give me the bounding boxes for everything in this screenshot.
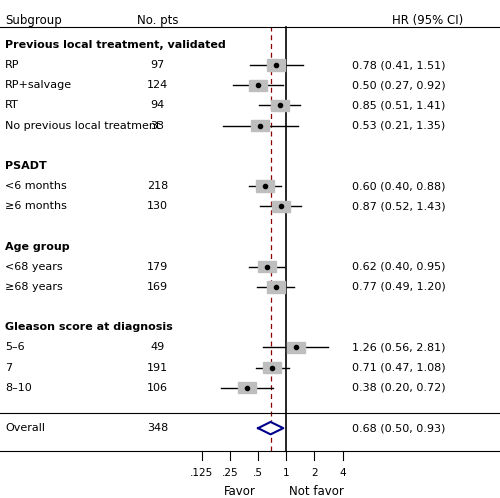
Text: 33: 33: [150, 121, 164, 130]
Text: Overall: Overall: [5, 423, 45, 433]
Text: .25: .25: [222, 468, 238, 478]
Bar: [272, 201, 289, 212]
Text: ≥68 years: ≥68 years: [5, 282, 63, 292]
Bar: [286, 342, 304, 353]
Text: 169: 169: [147, 282, 168, 292]
Polygon shape: [258, 422, 283, 434]
Text: 348: 348: [147, 423, 168, 433]
Text: 8–10: 8–10: [5, 383, 32, 393]
Bar: [256, 180, 274, 192]
Text: <6 months: <6 months: [5, 181, 67, 191]
Bar: [270, 100, 288, 111]
Text: 0.60 (0.40, 0.88): 0.60 (0.40, 0.88): [352, 181, 446, 191]
Text: RT: RT: [5, 101, 19, 111]
Text: ≥6 months: ≥6 months: [5, 201, 67, 211]
Text: 218: 218: [147, 181, 168, 191]
Text: Not favor: Not favor: [290, 485, 344, 498]
Bar: [266, 281, 284, 293]
Text: 124: 124: [147, 80, 168, 90]
Text: <68 years: <68 years: [5, 262, 62, 272]
Text: 1.26 (0.56, 2.81): 1.26 (0.56, 2.81): [352, 343, 446, 353]
Bar: [249, 80, 267, 91]
Text: No previous local treatment: No previous local treatment: [5, 121, 160, 130]
Text: 94: 94: [150, 101, 164, 111]
Text: 5–6: 5–6: [5, 343, 24, 353]
Text: 130: 130: [147, 201, 168, 211]
Text: 0.71 (0.47, 1.08): 0.71 (0.47, 1.08): [352, 363, 446, 373]
Text: 97: 97: [150, 60, 164, 70]
Bar: [238, 382, 256, 393]
Text: RP+salvage: RP+salvage: [5, 80, 72, 90]
Bar: [258, 261, 276, 272]
Text: 0.50 (0.27, 0.92): 0.50 (0.27, 0.92): [352, 80, 446, 90]
Text: 0.53 (0.21, 1.35): 0.53 (0.21, 1.35): [352, 121, 446, 130]
Text: 2: 2: [311, 468, 318, 478]
Text: Previous local treatment, validated: Previous local treatment, validated: [5, 40, 226, 50]
Text: 7: 7: [5, 363, 12, 373]
Text: 0.68 (0.50, 0.93): 0.68 (0.50, 0.93): [352, 423, 446, 433]
Text: 0.77 (0.49, 1.20): 0.77 (0.49, 1.20): [352, 282, 446, 292]
Text: 0.85 (0.51, 1.41): 0.85 (0.51, 1.41): [352, 101, 446, 111]
Text: 0.62 (0.40, 0.95): 0.62 (0.40, 0.95): [352, 262, 446, 272]
Bar: [264, 362, 281, 374]
Text: 179: 179: [147, 262, 168, 272]
Text: HR (95% CI): HR (95% CI): [392, 14, 463, 27]
Text: .5: .5: [253, 468, 263, 478]
Text: 49: 49: [150, 343, 164, 353]
Bar: [252, 120, 270, 131]
Text: Subgroup: Subgroup: [5, 14, 62, 27]
Text: Gleason score at diagnosis: Gleason score at diagnosis: [5, 322, 173, 332]
Text: 106: 106: [147, 383, 168, 393]
Text: 4: 4: [340, 468, 346, 478]
Text: .125: .125: [190, 468, 213, 478]
Text: 191: 191: [147, 363, 168, 373]
Text: Favor: Favor: [224, 485, 256, 498]
Text: No. pts: No. pts: [137, 14, 178, 27]
Text: 0.87 (0.52, 1.43): 0.87 (0.52, 1.43): [352, 201, 446, 211]
Text: 1: 1: [283, 468, 290, 478]
Text: 0.78 (0.41, 1.51): 0.78 (0.41, 1.51): [352, 60, 446, 70]
Text: RP: RP: [5, 60, 20, 70]
Text: PSADT: PSADT: [5, 161, 47, 171]
Text: 0.38 (0.20, 0.72): 0.38 (0.20, 0.72): [352, 383, 446, 393]
Text: Age group: Age group: [5, 242, 70, 251]
Bar: [267, 59, 285, 71]
